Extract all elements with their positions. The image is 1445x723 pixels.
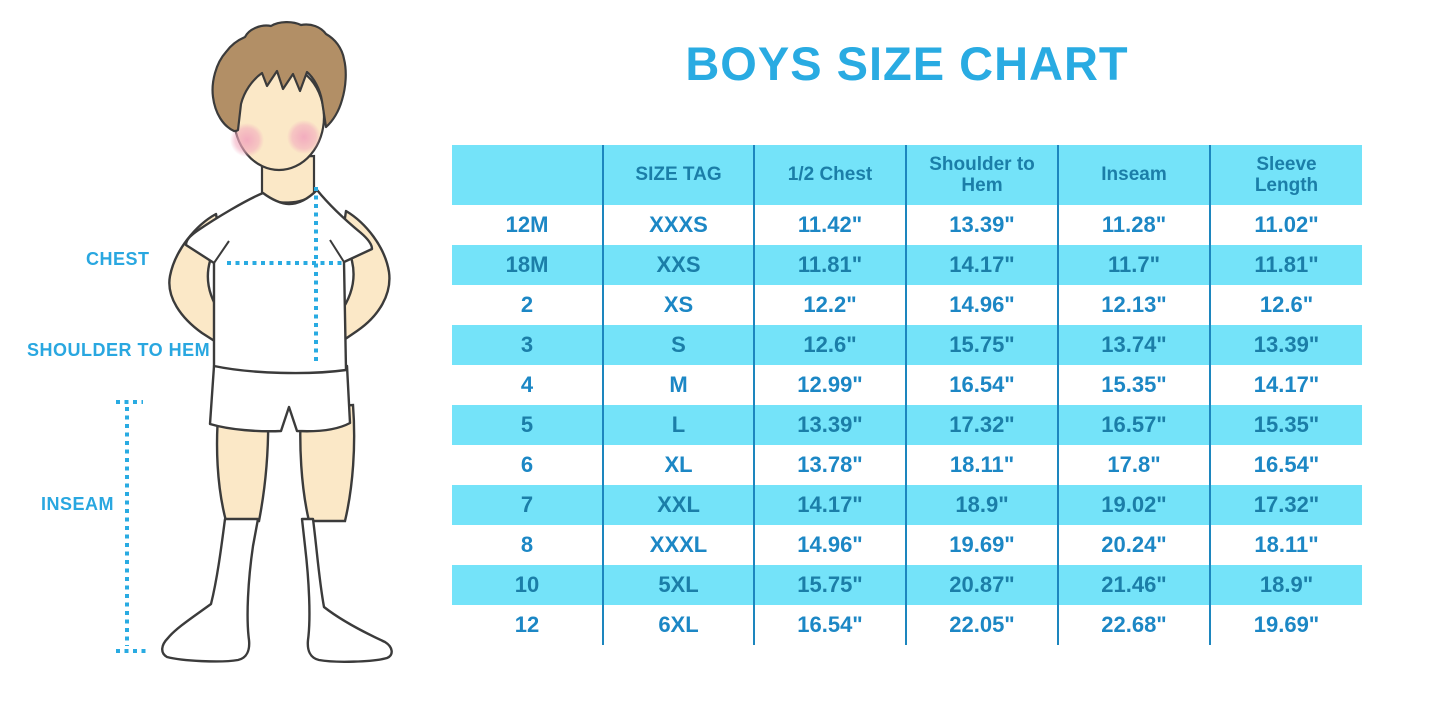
size-value-cell: XXXS [602, 205, 753, 245]
size-value-cell: 17.32" [1209, 485, 1362, 525]
boy-sleeve-seams [213, 239, 345, 264]
size-value-cell: XXL [602, 485, 753, 525]
size-table: SIZE TAG 1/2 Chest Shoulder to Hem Inseam Sl… [452, 145, 1362, 645]
row-size-label: 8 [452, 525, 602, 565]
row-size-label: 18M [452, 245, 602, 285]
boy-legs [215, 403, 356, 523]
column-header [452, 145, 602, 205]
size-value-cell: 21.46" [1057, 565, 1209, 605]
size-value-cell: 16.54" [753, 605, 905, 645]
size-value-cell: 13.74" [1057, 325, 1209, 365]
boy-shorts [208, 364, 352, 433]
row-size-label: 6 [452, 445, 602, 485]
boy-shirt [184, 188, 374, 375]
size-value-cell: 15.35" [1209, 405, 1362, 445]
size-value-cell: 14.96" [905, 285, 1057, 325]
size-value-cell: L [602, 405, 753, 445]
size-value-cell: 14.17" [1209, 365, 1362, 405]
row-size-label: 5 [452, 405, 602, 445]
size-value-cell: 11.81" [753, 245, 905, 285]
size-value-cell: 12.13" [1057, 285, 1209, 325]
row-size-label: 12M [452, 205, 602, 245]
row-size-label: 3 [452, 325, 602, 365]
size-value-cell: 22.05" [905, 605, 1057, 645]
size-value-cell: XS [602, 285, 753, 325]
size-value-cell: 18.11" [905, 445, 1057, 485]
row-size-label: 2 [452, 285, 602, 325]
size-value-cell: 15.35" [1057, 365, 1209, 405]
size-value-cell: 12.6" [753, 325, 905, 365]
column-header: 1/2 Chest [753, 145, 905, 205]
size-value-cell: 19.69" [905, 525, 1057, 565]
size-value-cell: 13.39" [753, 405, 905, 445]
size-value-cell: 14.17" [753, 485, 905, 525]
size-value-cell: M [602, 365, 753, 405]
size-value-cell: 11.81" [1209, 245, 1362, 285]
boy-hair [211, 21, 347, 133]
size-value-cell: XXXL [602, 525, 753, 565]
size-value-cell: 18.11" [1209, 525, 1362, 565]
size-value-cell: 12.6" [1209, 285, 1362, 325]
size-value-cell: 11.02" [1209, 205, 1362, 245]
boy-socks [161, 517, 393, 663]
measurement-guides [116, 187, 345, 653]
size-value-cell: 20.87" [905, 565, 1057, 605]
column-header: Sleeve Length [1209, 145, 1362, 205]
size-value-cell: 6XL [602, 605, 753, 645]
size-value-cell: 13.78" [753, 445, 905, 485]
size-value-cell: 11.42" [753, 205, 905, 245]
size-value-cell: 18.9" [905, 485, 1057, 525]
size-value-cell: 19.69" [1209, 605, 1362, 645]
size-value-cell: XXS [602, 245, 753, 285]
boy-blush-left [230, 123, 264, 157]
size-value-cell: 19.02" [1057, 485, 1209, 525]
size-value-cell: 16.54" [1209, 445, 1362, 485]
size-value-cell: 17.8" [1057, 445, 1209, 485]
boy-blush-right [287, 120, 321, 154]
size-value-cell: 17.32" [905, 405, 1057, 445]
row-size-label: 10 [452, 565, 602, 605]
size-value-cell: S [602, 325, 753, 365]
size-value-cell: 5XL [602, 565, 753, 605]
size-value-cell: 16.57" [1057, 405, 1209, 445]
shoulder-to-hem-label: SHOULDER TO HEM [27, 340, 211, 360]
page-title: BOYS SIZE CHART [685, 37, 1129, 90]
row-size-label: 7 [452, 485, 602, 525]
inseam-label: INSEAM [41, 494, 115, 514]
size-value-cell: 13.39" [1209, 325, 1362, 365]
size-value-cell: 14.17" [905, 245, 1057, 285]
size-value-cell: 16.54" [905, 365, 1057, 405]
row-size-label: 4 [452, 365, 602, 405]
row-size-label: 12 [452, 605, 602, 645]
size-value-cell: 11.7" [1057, 245, 1209, 285]
column-header: Shoulder to Hem [905, 145, 1057, 205]
size-value-cell: 14.96" [753, 525, 905, 565]
size-value-cell: 15.75" [753, 565, 905, 605]
size-value-cell: 22.68" [1057, 605, 1209, 645]
chest-label: CHEST [86, 249, 150, 269]
size-value-cell: 13.39" [905, 205, 1057, 245]
boy-illustration [116, 21, 393, 663]
size-value-cell: 15.75" [905, 325, 1057, 365]
column-header: Inseam [1057, 145, 1209, 205]
size-value-cell: 12.99" [753, 365, 905, 405]
size-value-cell: 11.28" [1057, 205, 1209, 245]
size-value-cell: 20.24" [1057, 525, 1209, 565]
size-value-cell: XL [602, 445, 753, 485]
column-header: SIZE TAG [602, 145, 753, 205]
size-value-cell: 18.9" [1209, 565, 1362, 605]
size-value-cell: 12.2" [753, 285, 905, 325]
